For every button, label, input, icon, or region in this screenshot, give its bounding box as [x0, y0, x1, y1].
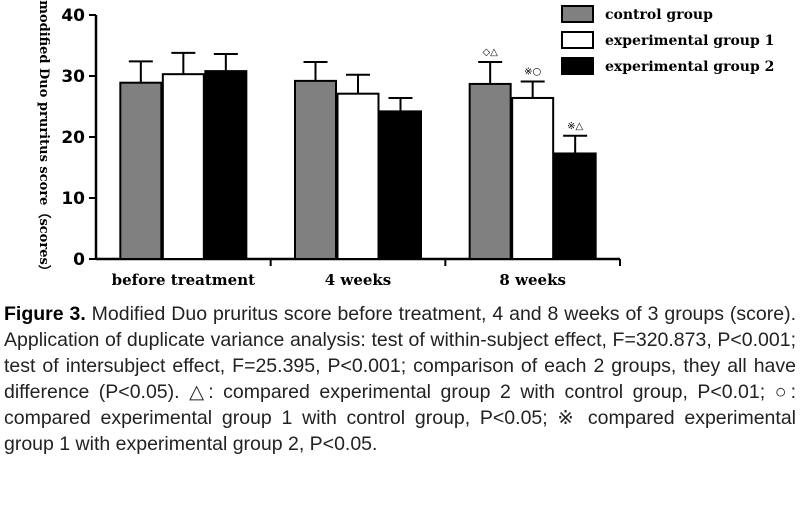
legend-label: experimental group 2	[605, 59, 774, 75]
x-tick-label: 8 weeks	[499, 271, 566, 289]
bar	[336, 92, 380, 260]
y-tick-label: 40	[61, 6, 85, 26]
bar	[553, 152, 597, 260]
legend-swatch	[561, 57, 594, 75]
legend-swatch	[561, 31, 594, 49]
y-tick-label: 20	[61, 128, 85, 148]
bar	[161, 73, 205, 260]
bar-chart: 0 10 20 30 40 modified Duo pruritus score（sco…	[36, 0, 774, 289]
legend: control group experimental group 1 experim…	[561, 5, 774, 75]
significance-marker: ※△	[567, 121, 583, 132]
bar	[119, 81, 163, 260]
y-tick-label: 10	[61, 189, 85, 209]
y-tick-label: 30	[61, 67, 85, 87]
y-tick-label: 0	[73, 250, 85, 270]
legend-label: control group	[605, 7, 713, 23]
x-axis: before treatment 4 weeks 8 weeks	[96, 257, 621, 289]
bars: ◇△ ※○ ※△	[119, 47, 597, 261]
x-tick-label: before treatment	[112, 271, 256, 289]
legend-label: experimental group 1	[605, 33, 774, 49]
bar	[204, 70, 248, 261]
y-axis-label: modified Duo pruritus score（scores）	[36, 0, 52, 278]
bar	[294, 79, 337, 260]
figure-caption-text: Modified Duo pruritus score before treat…	[4, 303, 796, 455]
bar	[468, 82, 512, 261]
significance-marker: ※○	[524, 66, 541, 77]
y-axis: 0 10 20 30 40 modified Duo pruritus score（sco…	[36, 0, 98, 278]
x-tick-label: 4 weeks	[325, 271, 392, 289]
figure-label: Figure 3.	[4, 303, 86, 325]
significance-marker: ◇△	[482, 47, 498, 58]
figure-caption: Figure 3. Modified Duo pruritus score be…	[4, 301, 796, 457]
bar	[379, 110, 422, 260]
bar	[511, 96, 555, 260]
legend-swatch	[561, 5, 594, 23]
